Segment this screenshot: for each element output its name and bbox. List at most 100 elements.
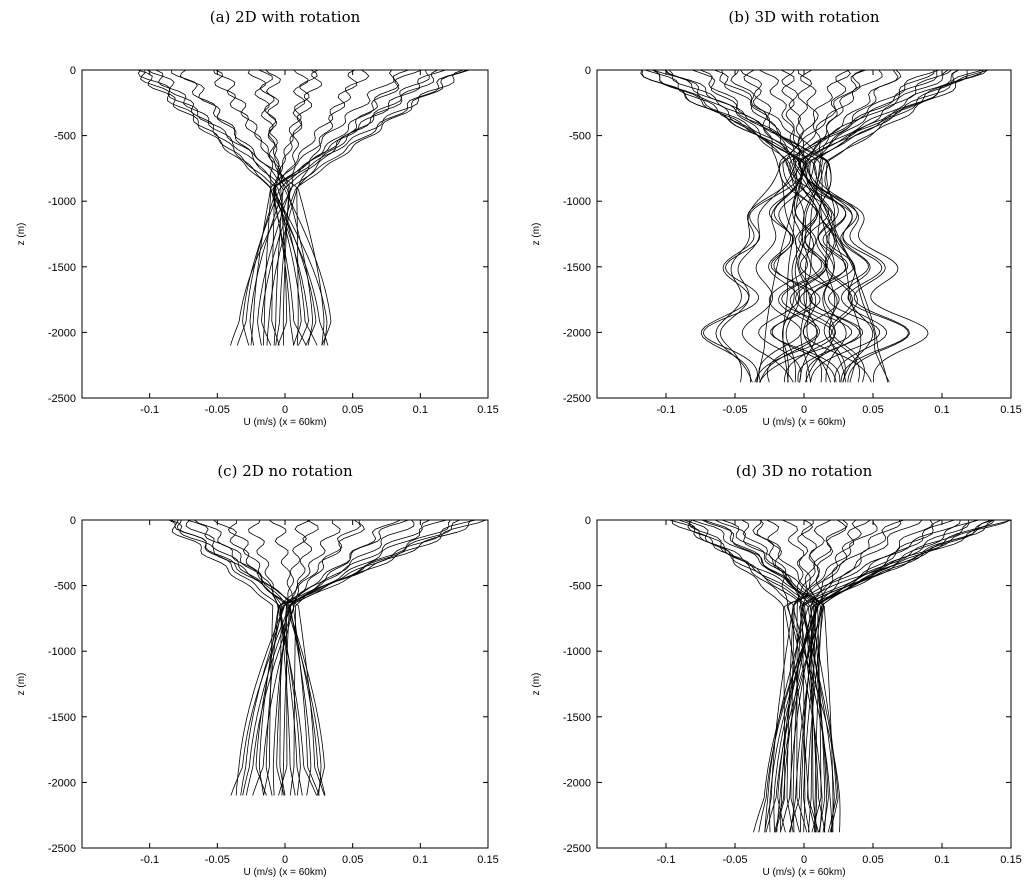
y-tick-label-c-4: -2000	[48, 777, 76, 789]
y-tick-label-b-0: 0	[585, 65, 591, 77]
profile-line-c-11	[276, 520, 311, 796]
profile-line-d-28	[799, 520, 978, 833]
y-tick-label-a-5: -2500	[48, 393, 76, 405]
profile-line-b-32	[789, 70, 940, 383]
profile-line-b-23	[740, 70, 847, 383]
y-axis-label-a: z (m)	[16, 223, 27, 246]
x-axis-label-b: U (m/s) (x = 60km)	[762, 417, 845, 428]
profile-line-b-15	[691, 70, 860, 383]
profile-line-d-37	[741, 520, 837, 833]
x-axis-label-d: U (m/s) (x = 60km)	[762, 867, 845, 878]
profile-line-d-31	[812, 520, 995, 833]
x-tick-label-c-5: 0.15	[477, 854, 498, 866]
profile-line-a-23	[137, 70, 325, 346]
x-tick-label-a-2: 0	[282, 404, 288, 416]
y-tick-label-c-3: -1500	[48, 712, 76, 724]
profile-line-d-6	[669, 520, 825, 833]
profile-line-b-33	[641, 70, 862, 383]
profile-line-b-39	[792, 70, 889, 383]
x-tick-label-d-5: 0.15	[1000, 854, 1021, 866]
profile-line-c-24	[286, 520, 341, 796]
panel-title-c: (c) 2D no rotation	[217, 462, 353, 480]
profile-line-b-38	[668, 70, 865, 383]
x-tick-label-b-0: -0.1	[657, 404, 676, 416]
profile-line-b-27	[785, 70, 909, 383]
profile-line-c-4	[186, 520, 295, 796]
x-tick-label-d-3: 0.05	[862, 854, 883, 866]
profile-line-d-39	[786, 520, 961, 833]
profile-line-a-6	[260, 70, 470, 346]
profile-line-c-15	[279, 520, 365, 796]
profiles-a	[137, 70, 470, 346]
profile-line-b-31	[797, 70, 874, 383]
profile-line-c-19	[248, 520, 317, 796]
profile-line-d-24	[701, 520, 817, 833]
profile-line-a-8	[266, 70, 358, 346]
profile-line-c-12	[228, 520, 286, 796]
profile-line-a-22	[269, 70, 396, 346]
profile-line-b-10	[741, 70, 807, 383]
y-axis-label-d: z (m)	[531, 673, 542, 696]
profile-line-d-14	[688, 520, 800, 833]
profile-line-c-9	[168, 520, 274, 796]
profile-line-b-12	[640, 70, 804, 383]
y-tick-label-d-3: -1500	[563, 712, 591, 724]
x-tick-label-b-4: 0.1	[934, 404, 949, 416]
y-tick-label-b-5: -2500	[563, 393, 591, 405]
profile-line-b-18	[800, 70, 850, 383]
x-tick-label-c-2: 0	[282, 854, 288, 866]
profile-line-d-25	[810, 520, 871, 833]
profile-line-c-16	[289, 520, 401, 796]
x-tick-label-b-2: 0	[801, 404, 807, 416]
x-tick-label-a-0: -0.1	[140, 404, 159, 416]
y-tick-label-d-0: 0	[585, 515, 591, 527]
profile-line-d-11	[683, 520, 786, 833]
profile-line-a-9	[271, 70, 370, 346]
profile-line-a-15	[137, 70, 307, 346]
x-tick-label-d-1: -0.05	[722, 854, 747, 866]
x-tick-label-c-3: 0.05	[342, 854, 363, 866]
profile-line-d-15	[792, 520, 992, 833]
x-tick-label-d-4: 0.1	[934, 854, 949, 866]
profile-line-b-34	[794, 70, 952, 383]
profile-line-d-21	[801, 520, 847, 833]
y-tick-label-c-5: -2500	[48, 843, 76, 855]
y-tick-label-a-4: -2000	[48, 327, 76, 339]
y-tick-label-b-2: -1000	[563, 196, 591, 208]
x-tick-label-c-1: -0.05	[205, 854, 230, 866]
profiles-d	[669, 520, 1011, 833]
y-tick-label-b-3: -1500	[563, 262, 591, 274]
profile-line-b-5	[754, 70, 883, 383]
profile-line-d-38	[800, 520, 839, 833]
x-tick-label-d-0: -0.1	[657, 854, 676, 866]
profile-line-b-20	[652, 70, 815, 383]
profile-line-c-6	[213, 520, 280, 796]
y-tick-label-d-1: -500	[569, 581, 591, 593]
profile-line-a-1	[242, 70, 422, 346]
profile-line-d-33	[801, 520, 923, 833]
profile-line-c-1	[174, 520, 291, 796]
profile-line-a-24	[272, 70, 438, 346]
x-tick-label-c-0: -0.1	[140, 854, 159, 866]
profile-line-c-0	[235, 520, 460, 796]
profile-line-c-2	[240, 520, 409, 796]
profile-line-a-12	[213, 70, 290, 346]
profile-line-b-8	[702, 70, 984, 383]
profile-line-a-7	[147, 70, 272, 346]
profile-line-b-0	[715, 70, 949, 383]
profile-line-b-36	[719, 70, 861, 383]
x-tick-label-b-1: -0.05	[722, 404, 747, 416]
x-tick-label-b-5: 0.15	[1000, 404, 1021, 416]
x-axis-label-a: U (m/s) (x = 60km)	[243, 417, 326, 428]
profile-line-c-17	[176, 520, 303, 796]
profiles-b	[640, 70, 989, 383]
x-tick-label-a-5: 0.15	[477, 404, 498, 416]
x-tick-label-b-3: 0.05	[862, 404, 883, 416]
profile-line-a-16	[296, 70, 409, 346]
profile-line-b-4	[644, 70, 801, 383]
profile-line-c-8	[265, 520, 431, 796]
profile-line-c-22	[169, 520, 325, 796]
profile-line-b-35	[780, 70, 929, 383]
